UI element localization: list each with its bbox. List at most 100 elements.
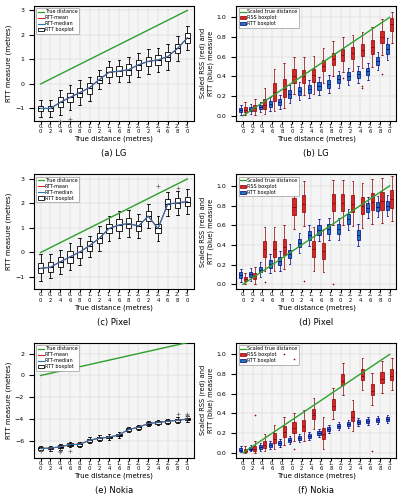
PathPatch shape — [307, 86, 310, 93]
PathPatch shape — [48, 262, 53, 272]
PathPatch shape — [243, 107, 246, 112]
PathPatch shape — [48, 106, 53, 112]
PathPatch shape — [340, 194, 344, 212]
PathPatch shape — [262, 441, 265, 448]
PathPatch shape — [184, 196, 190, 206]
PathPatch shape — [77, 246, 82, 258]
PathPatch shape — [311, 408, 314, 420]
PathPatch shape — [297, 239, 300, 247]
PathPatch shape — [155, 55, 160, 65]
PathPatch shape — [350, 194, 353, 212]
PathPatch shape — [262, 241, 265, 257]
PathPatch shape — [317, 431, 320, 435]
PathPatch shape — [356, 420, 359, 424]
PathPatch shape — [77, 443, 82, 446]
PathPatch shape — [145, 212, 150, 221]
X-axis label: True distance (metres): True distance (metres) — [276, 136, 355, 142]
PathPatch shape — [87, 82, 92, 94]
PathPatch shape — [321, 243, 324, 258]
PathPatch shape — [292, 422, 295, 433]
PathPatch shape — [106, 68, 111, 77]
PathPatch shape — [38, 448, 43, 450]
PathPatch shape — [277, 99, 281, 105]
PathPatch shape — [370, 40, 373, 54]
PathPatch shape — [145, 422, 150, 425]
PathPatch shape — [96, 437, 102, 440]
X-axis label: True distance (metres): True distance (metres) — [74, 472, 153, 479]
PathPatch shape — [365, 420, 369, 424]
Y-axis label: RTT measure (metres): RTT measure (metres) — [6, 362, 12, 439]
PathPatch shape — [370, 193, 373, 210]
PathPatch shape — [379, 192, 383, 210]
PathPatch shape — [268, 443, 271, 447]
PathPatch shape — [253, 446, 256, 451]
PathPatch shape — [282, 426, 285, 437]
PathPatch shape — [136, 426, 141, 428]
PathPatch shape — [326, 224, 330, 234]
PathPatch shape — [389, 190, 392, 208]
PathPatch shape — [336, 424, 339, 428]
PathPatch shape — [288, 90, 290, 98]
PathPatch shape — [268, 260, 271, 268]
PathPatch shape — [277, 257, 281, 264]
PathPatch shape — [346, 214, 349, 224]
PathPatch shape — [67, 444, 73, 446]
PathPatch shape — [96, 76, 102, 84]
PathPatch shape — [136, 60, 141, 70]
PathPatch shape — [253, 105, 256, 111]
PathPatch shape — [272, 84, 275, 101]
PathPatch shape — [340, 374, 344, 385]
PathPatch shape — [365, 202, 369, 212]
PathPatch shape — [311, 241, 314, 257]
PathPatch shape — [272, 433, 275, 443]
PathPatch shape — [116, 66, 121, 76]
PathPatch shape — [389, 369, 392, 380]
PathPatch shape — [326, 80, 330, 88]
PathPatch shape — [385, 418, 388, 422]
PathPatch shape — [116, 434, 121, 436]
PathPatch shape — [243, 449, 246, 452]
PathPatch shape — [96, 234, 102, 243]
PathPatch shape — [336, 224, 339, 234]
PathPatch shape — [331, 53, 334, 64]
PathPatch shape — [116, 218, 121, 231]
PathPatch shape — [239, 448, 242, 451]
PathPatch shape — [57, 98, 63, 107]
X-axis label: True distance (metres): True distance (metres) — [74, 304, 153, 310]
PathPatch shape — [87, 240, 92, 250]
PathPatch shape — [184, 418, 190, 420]
PathPatch shape — [174, 198, 180, 208]
PathPatch shape — [317, 82, 320, 90]
PathPatch shape — [174, 419, 180, 422]
PathPatch shape — [268, 101, 271, 107]
PathPatch shape — [331, 194, 334, 212]
Legend: True distance, RTT-mean, RTT-median, RTT boxplot: True distance, RTT-mean, RTT-median, RTT… — [36, 345, 79, 371]
PathPatch shape — [302, 70, 304, 84]
PathPatch shape — [360, 196, 363, 214]
PathPatch shape — [356, 70, 359, 78]
PathPatch shape — [126, 218, 131, 228]
PathPatch shape — [336, 76, 339, 84]
PathPatch shape — [165, 199, 170, 209]
PathPatch shape — [248, 107, 251, 111]
PathPatch shape — [360, 369, 363, 380]
Y-axis label: RTT measure (metres): RTT measure (metres) — [6, 193, 12, 270]
PathPatch shape — [277, 441, 281, 445]
Title: (c) Pixel: (c) Pixel — [97, 318, 130, 326]
PathPatch shape — [288, 250, 290, 258]
PathPatch shape — [155, 421, 160, 424]
PathPatch shape — [38, 106, 43, 112]
PathPatch shape — [106, 436, 111, 438]
PathPatch shape — [326, 427, 330, 431]
PathPatch shape — [385, 44, 388, 54]
PathPatch shape — [375, 56, 378, 64]
PathPatch shape — [321, 428, 324, 439]
PathPatch shape — [307, 231, 310, 240]
PathPatch shape — [292, 68, 295, 84]
Title: (d) Pixel: (d) Pixel — [298, 318, 332, 326]
PathPatch shape — [57, 446, 63, 448]
Y-axis label: Scaled RSS (red) and
RTT (blue) measure: Scaled RSS (red) and RTT (blue) measure — [199, 196, 213, 267]
PathPatch shape — [356, 230, 359, 240]
PathPatch shape — [243, 278, 246, 281]
PathPatch shape — [340, 49, 344, 60]
